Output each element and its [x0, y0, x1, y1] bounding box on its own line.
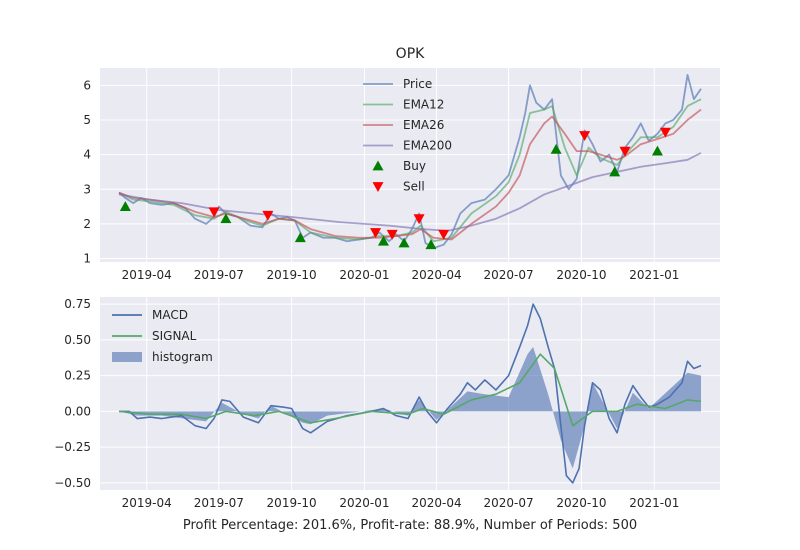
x-tick-label: 2020-01 [339, 496, 389, 510]
buy-marker [294, 232, 306, 243]
buy-marker [220, 213, 232, 224]
x-tick-label: 2019-10 [267, 496, 317, 510]
sell-marker [579, 131, 591, 142]
x-tick-label: 2020-10 [556, 268, 606, 282]
legend-swatch [112, 352, 142, 362]
sell-marker [386, 229, 398, 240]
plot-area-1 [100, 297, 720, 490]
series-ema26 [118, 108, 702, 241]
y-tick-label: 6 [83, 78, 91, 92]
y-tick-label: 1 [83, 252, 91, 266]
sell-marker [370, 228, 382, 239]
sell-marker [619, 146, 631, 157]
x-tick-label: 2020-07 [484, 496, 534, 510]
x-tick-label: 2019-07 [194, 496, 244, 510]
x-tick-label: 2019-07 [194, 268, 244, 282]
buy-marker [377, 235, 389, 246]
buy-marker [398, 237, 410, 248]
legend-label: Sell [403, 180, 425, 194]
legend-label: Price [403, 77, 432, 91]
sell-marker [438, 229, 450, 240]
buy-marker [425, 239, 437, 250]
series-macd [119, 303, 702, 484]
y-tick-label: 0.25 [64, 369, 91, 383]
x-tick-label: 2019-04 [122, 496, 172, 510]
x-tick-label: 2021-01 [629, 496, 679, 510]
chart-title: OPK [396, 46, 425, 62]
legend-label: EMA26 [403, 118, 444, 132]
series-ema200 [118, 152, 702, 232]
legend-label: EMA12 [403, 98, 444, 112]
y-tick-label: 4 [83, 148, 91, 162]
y-tick-label: 0.00 [64, 404, 91, 418]
x-tick-label: 2020-01 [339, 268, 389, 282]
sell-marker [262, 210, 274, 221]
legend-label: histogram [152, 350, 213, 364]
y-tick-label: 0.75 [64, 297, 91, 311]
buy-marker [550, 143, 562, 154]
profit-summary: Profit Percentage: 201.6%, Profit-rate: … [183, 518, 637, 533]
x-tick-label: 2020-07 [484, 268, 534, 282]
y-tick-label: 5 [83, 113, 91, 127]
sell-marker [208, 207, 220, 218]
y-tick-label: 2 [83, 217, 91, 231]
plot-marks [118, 303, 702, 484]
buy-marker [651, 145, 663, 156]
x-tick-label: 2019-10 [267, 268, 317, 282]
legend-label: SIGNAL [152, 329, 197, 343]
x-tick-label: 2020-04 [411, 496, 461, 510]
legend-label: EMA200 [403, 139, 452, 153]
x-tick-label: 2020-10 [556, 496, 606, 510]
y-tick-label: 0.50 [64, 333, 91, 347]
legend-label: MACD [152, 308, 188, 322]
buy-marker [609, 166, 621, 177]
y-tick-label: −0.50 [54, 476, 91, 490]
legend-label: Buy [403, 159, 426, 173]
x-tick-label: 2021-01 [629, 268, 679, 282]
sell-marker [413, 214, 425, 225]
price-axes: 2019-04 2019-07 2019-10 2020-01 2020-04 2020-… [83, 68, 720, 282]
y-tick-label: −0.25 [54, 440, 91, 454]
series-signal [118, 353, 702, 427]
sell-marker [659, 127, 671, 138]
y-tick-label: 3 [83, 182, 91, 196]
macd-axes: 2019-04 2019-07 2019-10 2020-01 2020-04 2020-… [54, 297, 720, 510]
x-tick-label: 2019-04 [122, 268, 172, 282]
plot-marks [118, 74, 702, 250]
buy-marker [119, 201, 131, 211]
legend-swatch [372, 182, 384, 192]
legend-swatch [372, 160, 384, 171]
x-tick-label: 2020-04 [411, 268, 461, 282]
